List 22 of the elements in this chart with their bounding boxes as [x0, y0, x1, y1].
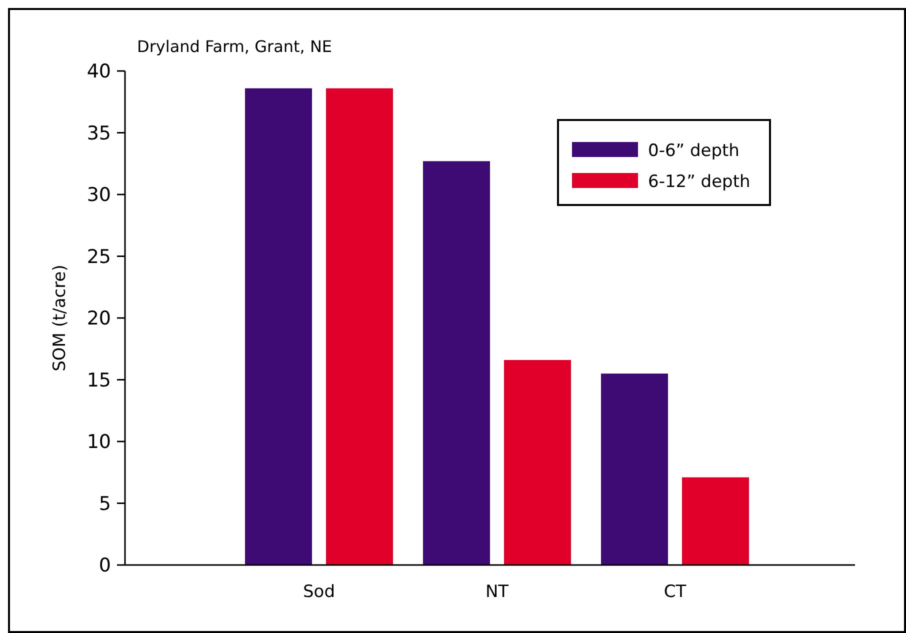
bar [423, 161, 490, 565]
y-tick-label: 40 [86, 60, 111, 83]
chart-title: Dryland Farm, Grant, NE [137, 37, 332, 56]
bar [245, 88, 312, 565]
bar [504, 360, 571, 565]
x-tick-label: NT [485, 582, 510, 602]
y-tick-label: 15 [86, 369, 111, 392]
y-tick-label: 0 [98, 554, 111, 577]
bar [682, 477, 749, 565]
y-tick-label: 35 [86, 122, 111, 144]
x-tick-label: Sod [303, 582, 335, 602]
y-tick-label: 25 [86, 246, 111, 268]
y-axis-title: SOM (t/acre) [50, 264, 70, 372]
y-tick-label: 30 [86, 184, 111, 206]
y-tick-label: 20 [86, 308, 111, 330]
bar [601, 374, 668, 565]
x-tick-label: CT [664, 582, 687, 602]
legend-label: 0-6” depth [648, 140, 740, 161]
y-tick-label: 5 [98, 492, 111, 515]
legend-label: 6-12” depth [648, 172, 750, 192]
bar [326, 88, 393, 565]
y-tick-label: 10 [86, 431, 111, 454]
